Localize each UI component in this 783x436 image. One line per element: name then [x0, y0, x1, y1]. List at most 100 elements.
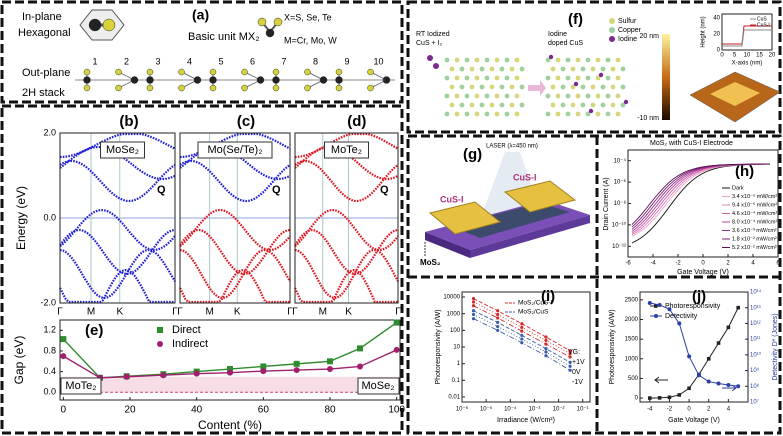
label: doped CuS	[548, 40, 583, 47]
lattice-atom	[459, 102, 465, 108]
lattice-atom	[499, 102, 505, 108]
point	[471, 309, 476, 313]
material-box	[197, 141, 273, 159]
legend-label: Photoresponsivity	[665, 303, 721, 310]
point	[568, 352, 572, 356]
legend-marker	[157, 327, 163, 333]
x-tick-label: 10	[744, 53, 751, 59]
atom	[272, 68, 280, 76]
layer-number: 2	[124, 56, 129, 66]
axis-label: Height (nm)	[701, 16, 707, 47]
lattice-atom	[590, 66, 596, 72]
y-tick-label: 1500	[625, 337, 639, 343]
x-tick-label: 0	[61, 405, 67, 416]
lattice-atom	[570, 102, 576, 108]
atom	[335, 68, 343, 76]
point	[471, 297, 476, 301]
x-tick-label: 40	[191, 405, 203, 416]
plot-frame	[59, 319, 401, 401]
point	[568, 364, 572, 368]
lattice-atom	[605, 111, 611, 117]
lattice-atom	[464, 93, 470, 99]
arrow	[528, 80, 546, 96]
axis-label: Gap (eV)	[12, 336, 26, 385]
lattice-atom	[550, 102, 556, 108]
panel-label: (c)	[237, 113, 255, 130]
y-tick-label: 0.8	[43, 345, 56, 355]
panel-label: (g)	[463, 146, 482, 163]
gap-band	[60, 376, 400, 393]
end-label: MoTe₂	[65, 380, 96, 392]
lattice-atom	[504, 93, 510, 99]
legend-label: 3.4 x10⁻⁵ mW/cm²	[732, 193, 777, 200]
band-curve	[294, 228, 399, 276]
lattice-atom	[575, 93, 581, 99]
y-tick-label: 100	[450, 328, 461, 334]
legend-label: MoS₂/CuS	[518, 309, 549, 316]
k-point-label: M	[206, 307, 214, 318]
y-tick-label: 10000	[443, 295, 460, 301]
point	[647, 300, 652, 305]
y-tick-label: 1	[457, 361, 461, 367]
lattice-atom	[449, 84, 455, 90]
lattice-atom	[454, 93, 460, 99]
lattice-atom	[454, 57, 460, 63]
k-point-label: K	[345, 307, 352, 318]
lattice-atom	[489, 84, 495, 90]
lattice-atom	[469, 84, 475, 90]
point	[544, 338, 548, 342]
axis-label: Content (%)	[198, 418, 262, 432]
channel	[450, 203, 570, 238]
point	[327, 358, 333, 365]
layer-number: 1	[92, 56, 97, 66]
plot-frame	[294, 132, 399, 304]
band-curve	[179, 268, 290, 304]
series-line	[649, 307, 739, 399]
iodine-atom	[433, 63, 439, 69]
lattice-atom	[459, 84, 465, 90]
x-tick-label: 10⁻⁶	[456, 406, 469, 413]
lattice-atom	[595, 75, 601, 81]
material-label: MoTe₂	[331, 144, 362, 156]
x-tick-label: 10⁻³	[529, 407, 541, 413]
atom	[241, 68, 248, 76]
lattice-atom	[620, 102, 626, 108]
layer-number: 5	[218, 56, 223, 66]
x-tick-label: 5	[733, 53, 737, 59]
band-curve	[294, 209, 399, 252]
atom	[83, 68, 91, 76]
legend-label: 1.8 x10⁻² mW/cm²	[732, 236, 777, 242]
lattice-atom	[509, 66, 515, 72]
y-tick-label: 0.0	[43, 387, 56, 397]
layer-number: 6	[250, 56, 255, 66]
point	[60, 336, 67, 343]
iodine-atom	[588, 108, 594, 114]
y2-tick-label: 10¹¹	[750, 337, 761, 343]
lattice-atom	[590, 84, 596, 90]
lattice-atom	[484, 93, 490, 99]
axis-label: Drain Current (A)	[603, 177, 610, 230]
point	[260, 363, 267, 370]
y-tick-label: 1000	[447, 311, 461, 317]
label: (a)	[192, 7, 209, 23]
x-tick-label: 2	[726, 261, 730, 267]
band-curve	[294, 159, 399, 203]
point	[544, 342, 548, 346]
plot-frame	[59, 132, 176, 304]
lattice-atom	[605, 75, 611, 81]
lattice-atom	[545, 111, 551, 117]
x-tick-label: 6	[776, 261, 780, 267]
lattice-atom	[474, 111, 480, 117]
point	[687, 386, 691, 391]
k-point-label: Γ	[287, 307, 293, 318]
lattice-atom	[454, 111, 460, 117]
y-tick-label: -2.0	[40, 297, 56, 307]
lattice-atom	[610, 66, 616, 72]
lattice-atom	[600, 84, 606, 90]
x-tick-label: -4	[647, 407, 653, 413]
atom	[115, 68, 122, 76]
point	[327, 366, 333, 373]
lattice-atom	[474, 93, 480, 99]
lattice-atom	[479, 66, 485, 72]
